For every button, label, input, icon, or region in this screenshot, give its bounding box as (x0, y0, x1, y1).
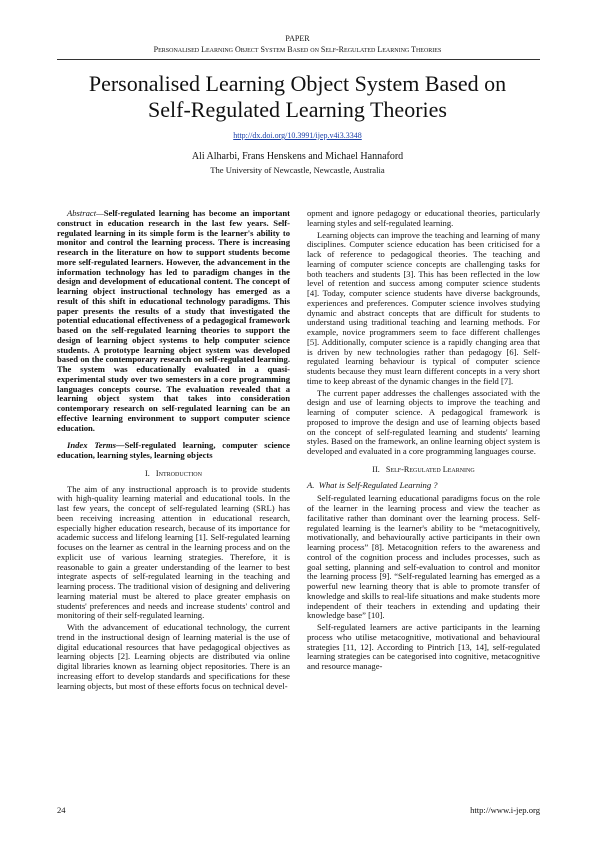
abstract-label: Abstract— (67, 208, 104, 218)
section-title: Introduction (155, 468, 202, 478)
paragraph: The current paper addresses the challeng… (307, 387, 540, 456)
header-label: PAPER (285, 34, 310, 43)
section-number: I. (145, 468, 150, 478)
abstract-text: Self-regulated learning has become an im… (57, 208, 290, 433)
section-title: Self-Regulated Learning (385, 464, 475, 474)
paragraph: Self-regulated learning educational para… (307, 493, 540, 621)
right-column: opment and ignore pedagogy or educationa… (307, 208, 540, 672)
paper-title: Personalised Learning Object System Base… (88, 71, 507, 122)
header-rule (57, 59, 540, 60)
page-number: 24 (57, 805, 66, 815)
section-heading: II. Self-Regulated Learning (307, 465, 540, 475)
affiliation: The University of Newcastle, Newcastle, … (210, 165, 385, 175)
footer-url: http://www.i-jep.org (470, 805, 540, 815)
left-column: Abstract—Self-regulated learning has bec… (57, 208, 291, 691)
abstract: Abstract—Self-regulated learning has bec… (57, 208, 290, 433)
paragraph: The aim of any instructional approach is… (57, 483, 290, 621)
paragraph: With the advancement of educational tech… (57, 622, 290, 691)
section-number: II. (372, 464, 380, 474)
doi-link[interactable]: http://dx.doi.org/10.3991/ijep.v4i3.3348 (233, 131, 362, 140)
paragraph: Learning objects can improve the teachin… (307, 229, 540, 386)
authors: Ali Alharbi, Frans Henskens and Michael … (191, 151, 404, 162)
index-terms-label: Index Terms— (67, 440, 125, 451)
subsection-label: A. (307, 479, 315, 490)
running-title: Personalised Learning Object System Base… (153, 45, 442, 54)
paragraph: opment and ignore pedagogy or educationa… (307, 208, 540, 228)
subsection-title: What is Self-Regulated Learning ? (318, 479, 438, 490)
paragraph: Self-regulated learners are active parti… (307, 622, 540, 671)
index-terms-text: Self-regulated learning, computer scienc… (57, 440, 291, 460)
section-heading: I. Introduction (57, 469, 290, 479)
index-terms: Index Terms—Self-regulated learning, com… (57, 440, 291, 461)
subsection-heading: A. What is Self-Regulated Learning ? (307, 479, 540, 491)
